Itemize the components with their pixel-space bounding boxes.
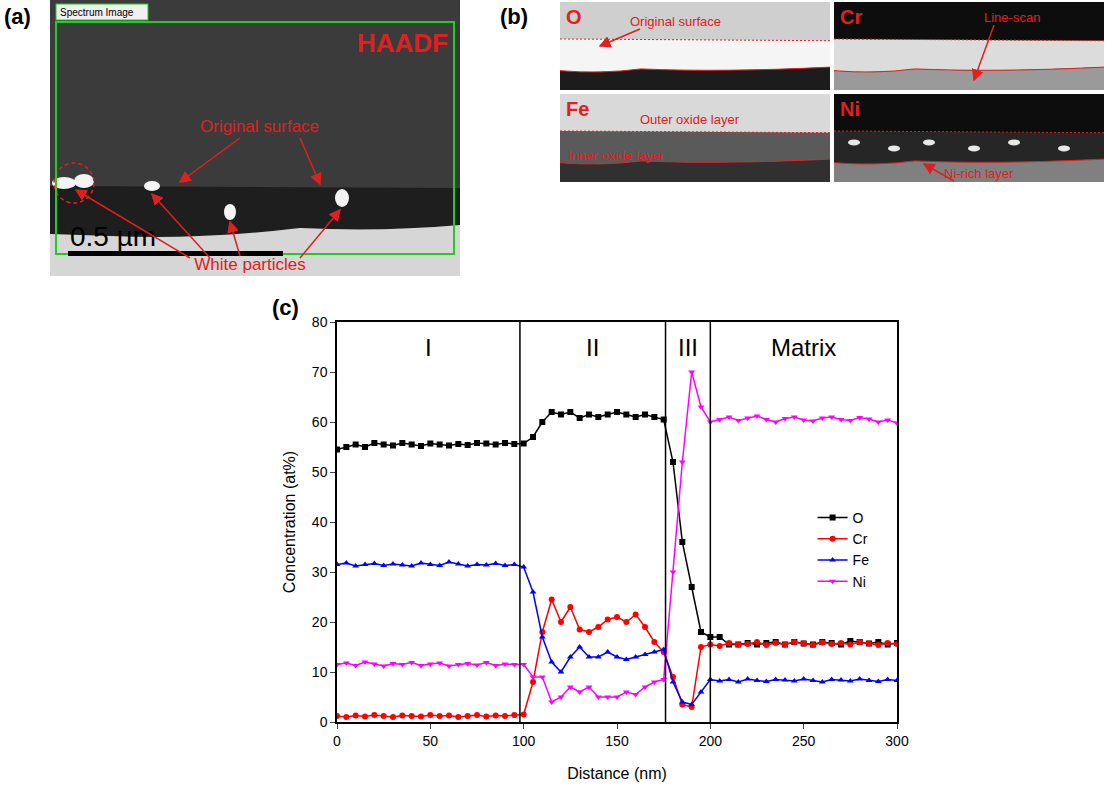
svg-text:(c): (c) — [272, 295, 299, 320]
svg-text:Outer oxide layer: Outer oxide layer — [640, 112, 740, 127]
svg-text:Concentration (at%): Concentration (at%) — [281, 451, 298, 593]
svg-text:30: 30 — [312, 564, 328, 580]
svg-text:(a): (a) — [4, 4, 31, 29]
svg-text:Matrix: Matrix — [771, 334, 836, 361]
svg-text:(b): (b) — [500, 4, 528, 29]
svg-text:40: 40 — [312, 514, 328, 530]
svg-text:Original surface: Original surface — [200, 117, 319, 136]
svg-text:200: 200 — [699, 733, 723, 749]
svg-text:100: 100 — [512, 733, 536, 749]
svg-text:O: O — [566, 6, 582, 28]
svg-text:Fe: Fe — [853, 552, 870, 568]
svg-text:HAADF: HAADF — [357, 28, 448, 58]
svg-text:0.5 µm: 0.5 µm — [70, 221, 156, 252]
svg-text:20: 20 — [312, 614, 328, 630]
svg-text:Distance (nm): Distance (nm) — [567, 765, 667, 782]
svg-text:0: 0 — [333, 733, 341, 749]
svg-text:300: 300 — [885, 733, 909, 749]
svg-text:150: 150 — [605, 733, 629, 749]
svg-text:0: 0 — [320, 714, 328, 730]
svg-text:60: 60 — [312, 414, 328, 430]
svg-text:50: 50 — [423, 733, 439, 749]
svg-text:Spectrum Image: Spectrum Image — [60, 7, 134, 18]
svg-text:I: I — [425, 334, 432, 361]
svg-text:O: O — [853, 510, 864, 526]
svg-text:Ni: Ni — [840, 98, 860, 120]
svg-text:Ni: Ni — [853, 574, 866, 590]
svg-text:80: 80 — [312, 314, 328, 330]
svg-text:10: 10 — [312, 664, 328, 680]
svg-text:II: II — [586, 334, 599, 361]
svg-text:Cr: Cr — [853, 531, 868, 547]
svg-text:Original surface: Original surface — [630, 14, 721, 29]
svg-text:Ni-rich layer: Ni-rich layer — [944, 166, 1014, 181]
svg-text:Cr: Cr — [840, 6, 862, 28]
svg-text:III: III — [678, 334, 698, 361]
svg-text:Line-scan: Line-scan — [984, 10, 1040, 25]
svg-text:50: 50 — [312, 464, 328, 480]
svg-text:70: 70 — [312, 364, 328, 380]
svg-text:250: 250 — [792, 733, 816, 749]
svg-text:Inner oxide layer: Inner oxide layer — [568, 148, 665, 163]
svg-text:Fe: Fe — [566, 98, 589, 120]
svg-text:White particles: White particles — [194, 255, 305, 274]
